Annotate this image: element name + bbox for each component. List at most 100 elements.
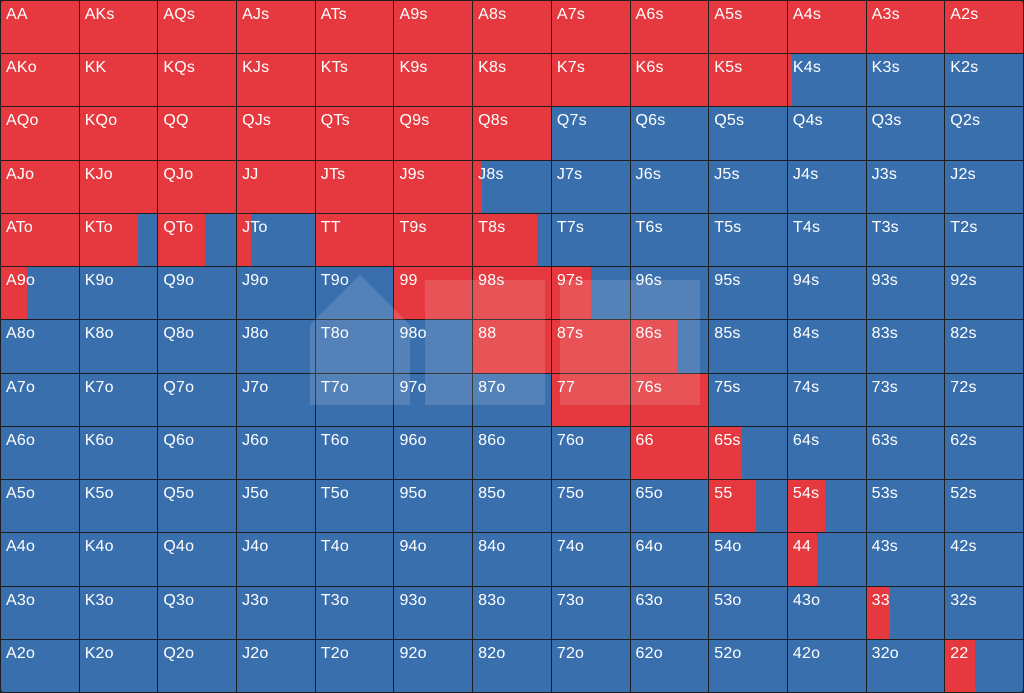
hand-cell-K2s[interactable]: K2s	[945, 54, 1023, 107]
hand-cell-T5o[interactable]: T5o	[315, 480, 394, 533]
hand-cell-K6o[interactable]: K6o	[79, 426, 158, 480]
hand-cell-Q2s[interactable]: Q2s	[945, 107, 1023, 160]
hand-cell-Q8s[interactable]: Q8s	[473, 107, 551, 160]
hand-cell-77[interactable]: 77	[551, 373, 630, 426]
hand-cell-74o[interactable]: 74o	[551, 533, 630, 586]
hand-cell-T3s[interactable]: T3s	[866, 213, 945, 267]
hand-cell-AJo[interactable]: AJo	[1, 160, 79, 213]
hand-cell-KJo[interactable]: KJo	[79, 160, 158, 213]
hand-cell-ATs[interactable]: ATs	[315, 1, 394, 54]
hand-cell-K9o[interactable]: K9o	[79, 267, 158, 320]
hand-cell-43s[interactable]: 43s	[866, 533, 945, 586]
hand-cell-A9o[interactable]: A9o	[1, 267, 79, 320]
hand-cell-T4s[interactable]: T4s	[787, 213, 866, 267]
hand-cell-J4o[interactable]: J4o	[237, 533, 315, 586]
hand-cell-65s[interactable]: 65s	[709, 426, 787, 480]
hand-cell-AKo[interactable]: AKo	[1, 54, 79, 107]
hand-cell-76o[interactable]: 76o	[551, 426, 630, 480]
hand-cell-QJs[interactable]: QJs	[237, 107, 315, 160]
hand-cell-QQ[interactable]: QQ	[158, 107, 237, 160]
hand-cell-75s[interactable]: 75s	[709, 373, 787, 426]
hand-cell-AJs[interactable]: AJs	[237, 1, 315, 54]
hand-cell-Q5o[interactable]: Q5o	[158, 480, 237, 533]
hand-cell-K9s[interactable]: K9s	[394, 54, 473, 107]
hand-cell-J3s[interactable]: J3s	[866, 160, 945, 213]
hand-cell-T7s[interactable]: T7s	[551, 213, 630, 267]
hand-cell-Q3s[interactable]: Q3s	[866, 107, 945, 160]
hand-cell-53s[interactable]: 53s	[866, 480, 945, 533]
hand-cell-95o[interactable]: 95o	[394, 480, 473, 533]
hand-cell-K3o[interactable]: K3o	[79, 586, 158, 639]
hand-cell-A7s[interactable]: A7s	[551, 1, 630, 54]
hand-cell-KTo[interactable]: KTo	[79, 213, 158, 267]
hand-cell-Q2o[interactable]: Q2o	[158, 639, 237, 692]
hand-cell-JJ[interactable]: JJ	[237, 160, 315, 213]
hand-cell-22[interactable]: 22	[945, 639, 1023, 692]
hand-cell-TT[interactable]: TT	[315, 213, 394, 267]
hand-cell-94s[interactable]: 94s	[787, 267, 866, 320]
hand-cell-KQs[interactable]: KQs	[158, 54, 237, 107]
hand-cell-87s[interactable]: 87s	[551, 320, 630, 373]
hand-cell-K6s[interactable]: K6s	[630, 54, 709, 107]
hand-cell-66[interactable]: 66	[630, 426, 709, 480]
hand-cell-QTo[interactable]: QTo	[158, 213, 237, 267]
hand-cell-K3s[interactable]: K3s	[866, 54, 945, 107]
hand-cell-AKs[interactable]: AKs	[79, 1, 158, 54]
hand-cell-32o[interactable]: 32o	[866, 639, 945, 692]
hand-cell-96o[interactable]: 96o	[394, 426, 473, 480]
hand-cell-T5s[interactable]: T5s	[709, 213, 787, 267]
hand-cell-52s[interactable]: 52s	[945, 480, 1023, 533]
hand-cell-T3o[interactable]: T3o	[315, 586, 394, 639]
hand-cell-J5o[interactable]: J5o	[237, 480, 315, 533]
hand-cell-A2o[interactable]: A2o	[1, 639, 79, 692]
hand-cell-AA[interactable]: AA	[1, 1, 79, 54]
hand-cell-J9s[interactable]: J9s	[394, 160, 473, 213]
hand-cell-A5s[interactable]: A5s	[709, 1, 787, 54]
hand-cell-63s[interactable]: 63s	[866, 426, 945, 480]
hand-cell-83s[interactable]: 83s	[866, 320, 945, 373]
hand-cell-Q7o[interactable]: Q7o	[158, 373, 237, 426]
hand-cell-44[interactable]: 44	[787, 533, 866, 586]
hand-cell-ATo[interactable]: ATo	[1, 213, 79, 267]
hand-cell-Q3o[interactable]: Q3o	[158, 586, 237, 639]
hand-cell-86o[interactable]: 86o	[473, 426, 551, 480]
hand-cell-Q6s[interactable]: Q6s	[630, 107, 709, 160]
hand-cell-Q4o[interactable]: Q4o	[158, 533, 237, 586]
hand-cell-KJs[interactable]: KJs	[237, 54, 315, 107]
hand-cell-73o[interactable]: 73o	[551, 586, 630, 639]
hand-cell-76s[interactable]: 76s	[630, 373, 709, 426]
hand-cell-63o[interactable]: 63o	[630, 586, 709, 639]
hand-cell-T6o[interactable]: T6o	[315, 426, 394, 480]
hand-cell-73s[interactable]: 73s	[866, 373, 945, 426]
hand-cell-94o[interactable]: 94o	[394, 533, 473, 586]
hand-cell-62o[interactable]: 62o	[630, 639, 709, 692]
hand-cell-98o[interactable]: 98o	[394, 320, 473, 373]
hand-cell-JTs[interactable]: JTs	[315, 160, 394, 213]
hand-cell-T2o[interactable]: T2o	[315, 639, 394, 692]
hand-cell-J3o[interactable]: J3o	[237, 586, 315, 639]
hand-cell-K7s[interactable]: K7s	[551, 54, 630, 107]
hand-cell-86s[interactable]: 86s	[630, 320, 709, 373]
hand-cell-99[interactable]: 99	[394, 267, 473, 320]
hand-cell-A3o[interactable]: A3o	[1, 586, 79, 639]
hand-cell-88[interactable]: 88	[473, 320, 551, 373]
hand-cell-A6s[interactable]: A6s	[630, 1, 709, 54]
hand-cell-J6o[interactable]: J6o	[237, 426, 315, 480]
hand-cell-Q9o[interactable]: Q9o	[158, 267, 237, 320]
hand-cell-53o[interactable]: 53o	[709, 586, 787, 639]
hand-cell-Q7s[interactable]: Q7s	[551, 107, 630, 160]
hand-cell-97o[interactable]: 97o	[394, 373, 473, 426]
hand-cell-T6s[interactable]: T6s	[630, 213, 709, 267]
hand-cell-65o[interactable]: 65o	[630, 480, 709, 533]
hand-cell-A5o[interactable]: A5o	[1, 480, 79, 533]
hand-cell-T2s[interactable]: T2s	[945, 213, 1023, 267]
hand-cell-82s[interactable]: 82s	[945, 320, 1023, 373]
hand-cell-K8s[interactable]: K8s	[473, 54, 551, 107]
hand-cell-85s[interactable]: 85s	[709, 320, 787, 373]
hand-cell-J5s[interactable]: J5s	[709, 160, 787, 213]
hand-cell-52o[interactable]: 52o	[709, 639, 787, 692]
hand-cell-K2o[interactable]: K2o	[79, 639, 158, 692]
hand-cell-64o[interactable]: 64o	[630, 533, 709, 586]
hand-cell-62s[interactable]: 62s	[945, 426, 1023, 480]
hand-cell-84s[interactable]: 84s	[787, 320, 866, 373]
